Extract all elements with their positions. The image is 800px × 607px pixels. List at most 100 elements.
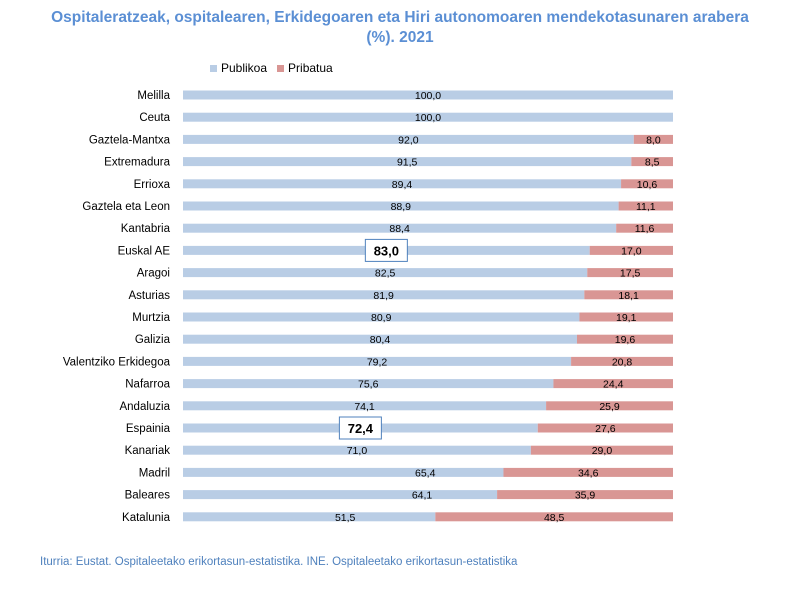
data-label: 34,6 [578, 467, 599, 479]
data-label: 89,4 [392, 179, 413, 191]
data-label: 71,0 [347, 445, 368, 457]
highlight-box [364, 238, 408, 262]
legend-label: Publikoa [221, 61, 268, 75]
category-label: Gaztela-Mantxa [89, 134, 171, 146]
data-label: 75,6 [358, 379, 379, 391]
data-label: 100,0 [415, 112, 441, 124]
bar-pribatua [589, 245, 673, 255]
data-label: 74,1 [354, 401, 375, 413]
bar-pribatua [584, 290, 673, 300]
bar-pribatua [546, 401, 673, 411]
legend-item-publikoa: Publikoa [210, 61, 267, 75]
data-label: 51,5 [335, 512, 356, 524]
category-label: Ceuta [139, 112, 170, 124]
category-label: Asturias [128, 290, 170, 302]
bar-pribatua [631, 157, 673, 167]
bar-pribatua [579, 312, 673, 322]
bar-pribatua [537, 423, 673, 433]
data-label: 25,9 [599, 401, 620, 413]
bar-publikoa [183, 290, 585, 300]
data-label: 88,4 [389, 223, 410, 235]
bar-publikoa [183, 512, 436, 522]
category-label: Andaluzia [119, 401, 170, 413]
data-label: 8,5 [645, 157, 660, 169]
category-label: Gaztela eta Leon [82, 201, 170, 213]
data-label: 65,4 [415, 467, 436, 479]
category-label: Murtzia [132, 312, 170, 324]
bar-publikoa [183, 223, 617, 233]
category-label: Espainia [126, 423, 171, 435]
bar-publikoa [183, 268, 588, 278]
data-label: 88,9 [391, 201, 412, 213]
bar-pribatua [571, 356, 673, 366]
legend-swatch-publikoa [210, 65, 217, 72]
bar-publikoa [183, 467, 504, 477]
title-line-2: (%). 2021 [366, 29, 434, 46]
data-label: 20,8 [612, 356, 633, 368]
bar-pribatua [587, 268, 673, 278]
data-label: 80,4 [370, 334, 391, 346]
legend-swatch-pribatua [277, 65, 285, 72]
data-label: 83,0 [374, 243, 399, 258]
data-label: 82,5 [375, 268, 396, 280]
bar-publikoa [183, 490, 498, 500]
data-label: 18,1 [618, 290, 639, 302]
category-label: Melilla [137, 90, 170, 102]
bar-pribatua [435, 512, 673, 522]
bar-publikoa [183, 356, 572, 366]
bar-pribatua [553, 379, 673, 389]
source-note: Iturria: Eustat. Ospitaleetako erikortas… [40, 556, 518, 568]
data-label: 81,9 [373, 290, 394, 302]
data-label: 8,0 [646, 134, 661, 146]
category-label: Madril [139, 467, 170, 479]
category-label: Euskal AE [118, 245, 171, 257]
bar-publikoa [183, 201, 619, 211]
data-label: 24,4 [603, 379, 624, 391]
bar-pribatua [633, 134, 673, 144]
category-label: Kanariak [125, 445, 171, 457]
data-label: 48,5 [544, 512, 565, 524]
data-label: 72,4 [348, 421, 374, 436]
category-label: Galizia [135, 334, 171, 346]
bar-pribatua [618, 201, 673, 211]
legend-label: Pribatua [288, 61, 333, 75]
chart-title: Ospitaleratzeak, ospitalearen, Erkidegoa… [0, 8, 800, 48]
data-label: 91,5 [397, 157, 418, 169]
title-line-1: Ospitaleratzeak, ospitalearen, Erkidegoa… [51, 9, 749, 26]
bar-pribatua [616, 223, 673, 233]
bar-pribatua [497, 490, 673, 500]
data-label: 10,6 [637, 179, 658, 191]
highlight-box [338, 416, 382, 440]
data-label: 17,0 [621, 245, 642, 257]
category-label: Valentziko Erkidegoa [63, 356, 171, 368]
bar-publikoa [183, 334, 577, 344]
data-label: 11,1 [636, 201, 656, 213]
bar-publikoa [183, 157, 632, 167]
data-label: 100,0 [415, 90, 441, 102]
bar-pribatua [621, 179, 673, 189]
data-label: 80,9 [371, 312, 392, 324]
bar-pribatua [576, 334, 673, 344]
category-label: Nafarroa [125, 379, 170, 391]
bar-pribatua [530, 445, 673, 455]
data-label: 19,1 [616, 312, 637, 324]
bar-publikoa [183, 445, 531, 455]
bar-publikoa [183, 134, 634, 144]
bar-publikoa [183, 401, 547, 411]
data-label: 27,6 [595, 423, 616, 435]
category-label: Errioxa [134, 179, 171, 191]
data-label: 92,0 [398, 134, 419, 146]
category-label: Aragoi [137, 268, 170, 280]
bar-publikoa [183, 379, 554, 389]
category-label: Baleares [125, 490, 171, 502]
data-label: 11,6 [635, 223, 655, 235]
category-label: Katalunia [122, 512, 171, 524]
data-label: 79,2 [367, 356, 388, 368]
category-label: Kantabria [121, 223, 171, 235]
data-label: 35,9 [575, 490, 596, 502]
bar-publikoa [183, 112, 673, 122]
data-label: 29,0 [592, 445, 613, 457]
category-label: Extremadura [104, 157, 170, 169]
legend: Publikoa Pribatua [210, 61, 333, 75]
